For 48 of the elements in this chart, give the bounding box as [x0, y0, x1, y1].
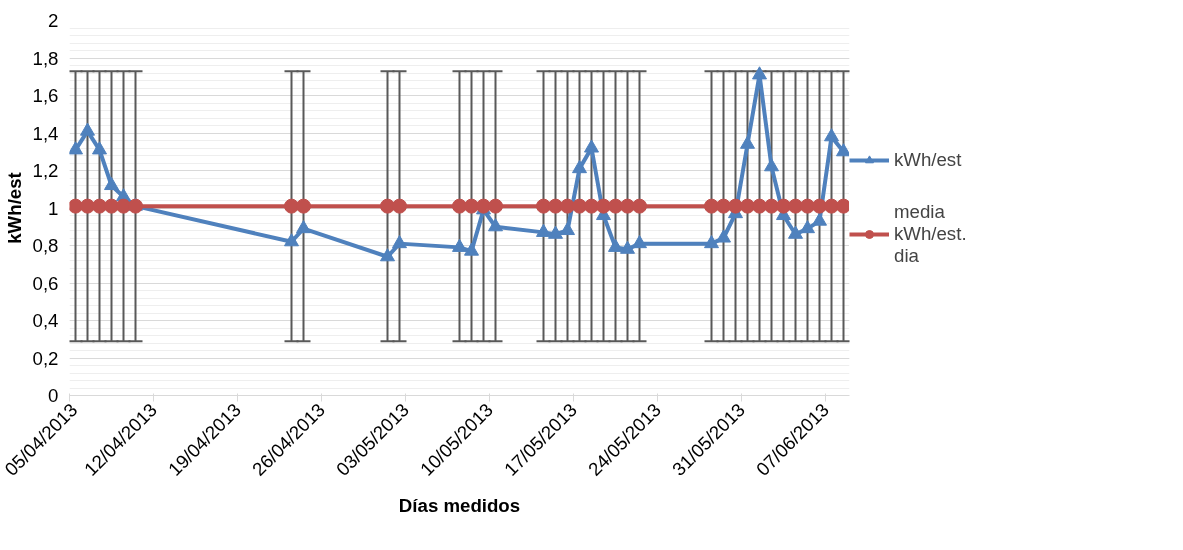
- point: [464, 242, 479, 256]
- point: [548, 225, 563, 239]
- y-axis-title: kWh/est: [3, 172, 25, 244]
- point: [584, 139, 599, 153]
- point: [764, 158, 779, 172]
- y-tick-label: 2: [48, 10, 59, 31]
- point: [92, 141, 107, 155]
- point: [620, 240, 635, 254]
- point: [392, 235, 407, 249]
- y-tick-label: 1,6: [32, 85, 59, 106]
- y-tick-label: 1,2: [32, 160, 59, 181]
- point: [788, 225, 803, 239]
- point: [704, 235, 719, 249]
- y-tick-label: 0,8: [32, 235, 59, 256]
- point: [284, 233, 299, 247]
- y-tick-label: 0,6: [32, 272, 59, 294]
- point: [80, 122, 95, 136]
- point: [69, 141, 83, 155]
- point: [392, 198, 407, 214]
- point: [836, 143, 850, 157]
- point: [824, 128, 839, 142]
- y-tick-label: 0: [48, 385, 59, 406]
- y-tick-label: 1: [48, 197, 59, 219]
- point: [836, 198, 850, 214]
- point: [632, 198, 647, 214]
- y-tick-label: 0,4: [32, 310, 59, 331]
- point: [608, 238, 623, 252]
- point: [800, 220, 815, 234]
- point: [488, 198, 503, 214]
- point: [812, 212, 827, 226]
- point: [716, 229, 731, 243]
- point: [536, 223, 551, 237]
- point: [572, 160, 587, 174]
- point: [560, 221, 575, 236]
- point: [296, 220, 311, 234]
- point: [104, 176, 119, 191]
- point: [296, 198, 311, 214]
- point: [632, 235, 647, 249]
- point: [452, 238, 467, 252]
- legend-label: kWh/est: [894, 148, 962, 171]
- legend-label: media kWh/est. dia: [894, 200, 967, 267]
- point: [488, 218, 503, 232]
- y-tick-label: 1,8: [32, 47, 59, 69]
- y-tick-label: 0,2: [32, 347, 59, 369]
- point: [380, 248, 395, 262]
- x-axis-title: Días medidos: [398, 495, 521, 517]
- point: [740, 135, 755, 149]
- y-tick-label: 1,4: [32, 122, 59, 144]
